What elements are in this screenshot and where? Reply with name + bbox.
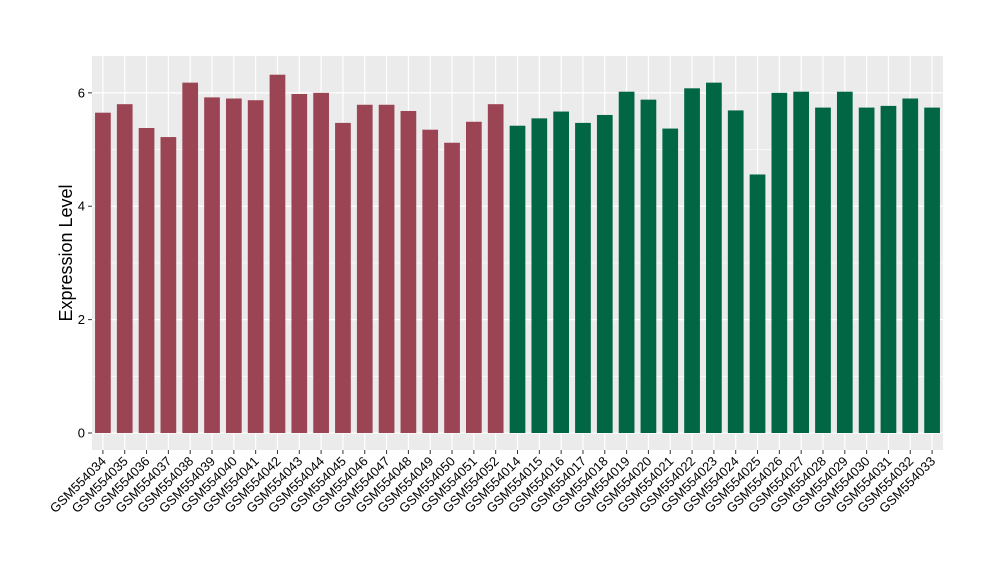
bar-GSM554044	[313, 92, 329, 433]
y-axis: 0 2 4 6	[78, 85, 92, 440]
bar-GSM554025	[749, 174, 766, 433]
y-tick-label: 6	[78, 85, 85, 100]
bar-GSM554036	[138, 127, 155, 433]
bar-GSM554039	[204, 97, 220, 433]
bar-GSM554032	[902, 98, 919, 433]
bar-GSM554037	[160, 137, 177, 433]
bar-GSM554026	[771, 92, 788, 433]
bar-GSM554029	[836, 91, 853, 433]
bar-GSM554048	[400, 110, 417, 433]
bar-GSM554050	[444, 142, 460, 433]
bar-GSM554049	[422, 129, 439, 433]
bars	[95, 74, 940, 433]
bar-GSM554020	[640, 99, 657, 433]
bar-GSM554051	[466, 121, 482, 433]
y-tick-label: 0	[78, 425, 85, 440]
x-axis: GSM554034GSM554035GSM554036GSM554037GSM5…	[47, 450, 938, 516]
bar-GSM554014	[509, 125, 526, 433]
bar-GSM554017	[575, 122, 591, 433]
y-tick-label: 2	[78, 312, 85, 327]
bar-GSM554019	[618, 91, 635, 433]
bar-GSM554021	[662, 128, 679, 433]
bar-GSM554040	[225, 98, 242, 433]
bar-GSM554015	[531, 118, 548, 433]
y-tick-label: 4	[78, 199, 85, 214]
bar-GSM554031	[880, 105, 897, 433]
bar-GSM554018	[596, 114, 613, 433]
bar-GSM554016	[553, 111, 569, 433]
bar-GSM554047	[378, 104, 395, 433]
bar-GSM554052	[487, 104, 504, 433]
bar-GSM554046	[356, 104, 373, 433]
bar-GSM554043	[291, 93, 308, 433]
bar-GSM554034	[95, 112, 111, 433]
bar-GSM554028	[815, 107, 831, 433]
bar-GSM554027	[793, 91, 810, 433]
bar-GSM554041	[247, 100, 264, 433]
y-axis-title: Expression Level	[56, 184, 76, 321]
bar-GSM554023	[706, 82, 722, 433]
bar-GSM554030	[858, 107, 875, 433]
bar-GSM554042	[269, 74, 286, 433]
bar-GSM554033	[924, 107, 940, 433]
bar-GSM554035	[116, 104, 133, 433]
bar-GSM554024	[727, 110, 744, 433]
bar-GSM554022	[684, 88, 700, 433]
bar-GSM554038	[182, 82, 199, 433]
bar-GSM554045	[335, 122, 351, 433]
